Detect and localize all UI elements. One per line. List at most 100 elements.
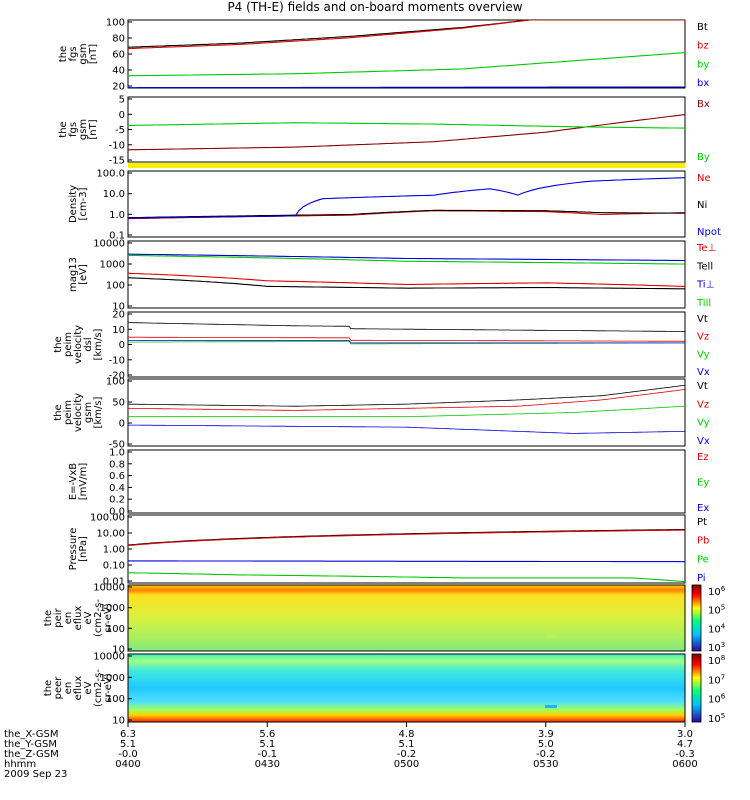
y-tick-label: 10.00 <box>96 529 125 540</box>
series-line-Vt <box>128 384 685 407</box>
y-axis-label-line: peim <box>63 332 74 357</box>
legend-label: Vy <box>697 349 710 360</box>
y-axis-label-line: the <box>53 336 64 352</box>
y-axis-label: E=-VxB [mV/m] <box>68 463 89 501</box>
y-axis-label-line: gsm <box>78 119 89 140</box>
series-line-Vz <box>128 389 685 411</box>
colorbar-tick-label: 106 <box>708 585 726 598</box>
time-axis-value: 0430 <box>255 759 280 770</box>
time-axis-value: 4.8 <box>399 729 415 740</box>
y-tick-label: 1000 <box>100 603 125 614</box>
time-axis-row-label: the_Y-GSM <box>4 739 57 750</box>
y-axis-label-line: velocity <box>73 393 84 432</box>
series-line-Bt <box>128 20 685 48</box>
legend-label: Tell <box>696 261 713 272</box>
time-axis-row-label: hhmm <box>4 759 36 770</box>
spectrogram-image <box>128 654 685 722</box>
series-line-bx <box>128 86 685 88</box>
y-axis-label-line: [km/s] <box>93 328 104 360</box>
y-axis-label-line: the <box>43 680 54 696</box>
y-axis-label-line: [nT] <box>88 119 99 139</box>
time-axis-value: -0.2 <box>397 749 417 760</box>
time-axis-value: -0.2 <box>536 749 556 760</box>
y-tick-label: 10000 <box>93 583 125 594</box>
y-axis-label-line: gsm <box>78 43 89 64</box>
series-line-Pe <box>128 572 685 583</box>
y-tick-label: 1.0 <box>109 210 125 221</box>
y-axis-label-line: en <box>63 682 74 695</box>
y-tick-label: 1.0 <box>109 448 125 459</box>
y-tick-label: 10 <box>112 645 125 656</box>
y-axis-label-line: eflux <box>73 606 84 631</box>
panel-velocity-gsm: Vt Vz Vy Vx 100 50 0 -50 the peim velocity gsm [km/s… <box>53 377 710 451</box>
series-line-Vt <box>128 322 685 332</box>
y-tick-label: 0.0 <box>109 507 125 518</box>
colorbar-tick-label: 105 <box>708 712 725 725</box>
time-axis-value: 0500 <box>394 759 419 770</box>
legend-label: bx <box>697 78 709 89</box>
series-line-Pi <box>128 560 685 563</box>
y-axis-label: Pressure [nPa] <box>68 528 89 571</box>
time-axis-value: 3.0 <box>677 729 693 740</box>
y-axis-label-line: the <box>43 610 54 626</box>
panel-frame <box>127 170 686 238</box>
y-axis-label-line: sr-eV) <box>103 673 114 702</box>
y-axis-label-line: peir <box>53 607 64 627</box>
panel-frame <box>127 378 686 447</box>
y-tick-label: 0.8 <box>109 459 125 470</box>
colorbar-tick-label: 103 <box>708 641 725 654</box>
chart-title: P4 (TH-E) fields and on-board moments ov… <box>227 0 523 14</box>
legend-label: Npot <box>697 227 721 238</box>
y-axis-label: the peim velocity gsm [km/s] <box>53 393 104 432</box>
y-axis-label-line: sr-eV) <box>103 603 114 632</box>
time-axis-value: 0400 <box>115 759 140 770</box>
panel-fgs-btot: Bt bz by bx 100 80 60 40 20 the fgs gsm [nT] <box>58 18 709 93</box>
y-axis-label-line: the <box>53 404 64 420</box>
colorbar <box>691 653 702 723</box>
legend-label: Ez <box>697 452 709 463</box>
series-line-Vy <box>128 405 685 418</box>
y-tick-label: 40 <box>112 66 125 77</box>
y-tick-label: 0 <box>119 110 125 121</box>
panel-pressure: Pt Pb Pe Pi 100.00 10.00 1.00 0.10 0.01 Pressure[… <box>68 513 709 588</box>
time-axis-value: 3.9 <box>538 729 554 740</box>
y-axis-label-line: peer <box>53 676 64 700</box>
legend-label: Ey <box>697 478 709 489</box>
y-tick-label: -10 <box>109 355 125 366</box>
y-tick-label: 0 <box>119 419 125 430</box>
y-axis-label-line: [mV/m] <box>78 463 89 501</box>
series-line-Vx <box>128 340 685 344</box>
legend-label: Ni <box>697 200 707 211</box>
y-axis-label-line: eV <box>83 681 94 694</box>
y-tick-label: 10 <box>112 325 125 336</box>
panel-frame <box>127 584 686 652</box>
legend-label: Vz <box>697 399 709 410</box>
y-tick-label: 100 <box>106 624 125 635</box>
spectrogram-pixel <box>545 634 557 638</box>
series-line-Tell <box>128 277 685 290</box>
time-axis-value: 0530 <box>533 759 558 770</box>
time-axis-value: 5.0 <box>538 739 554 750</box>
y-tick-label: 0 <box>119 340 125 351</box>
y-tick-label: -10 <box>109 140 125 151</box>
series-line-Bx <box>128 114 685 151</box>
legend-label: Till <box>696 298 711 309</box>
legend-label: Vz <box>697 332 709 343</box>
time-axis-value: 5.1 <box>399 739 415 750</box>
legend-label: Ne <box>697 173 711 184</box>
y-tick-label: 20 <box>112 310 125 321</box>
y-axis-label: the peir en eflux eV (cm2-s-sr-eV) <box>43 599 114 637</box>
time-axis-row-label: the_Z-GSM <box>4 749 59 760</box>
y-tick-label: 10000 <box>93 239 125 250</box>
y-tick-label: 100 <box>106 694 125 705</box>
legend-label: Pt <box>697 517 707 528</box>
y-axis-label-line: [nPa] <box>78 536 89 562</box>
legend-label: bz <box>697 41 709 52</box>
colorbar-tick-label: 104 <box>708 622 726 635</box>
y-axis-label-line: gsm <box>83 402 94 423</box>
y-axis-label-line: en <box>63 612 74 625</box>
legend-label: Pe <box>697 554 709 565</box>
panel-temperature: Te⊥ Tell Ti⊥ Till 10000 1000 100 10 mag13 [eV] <box>68 239 716 313</box>
y-tick-label: 1.00 <box>103 545 125 556</box>
